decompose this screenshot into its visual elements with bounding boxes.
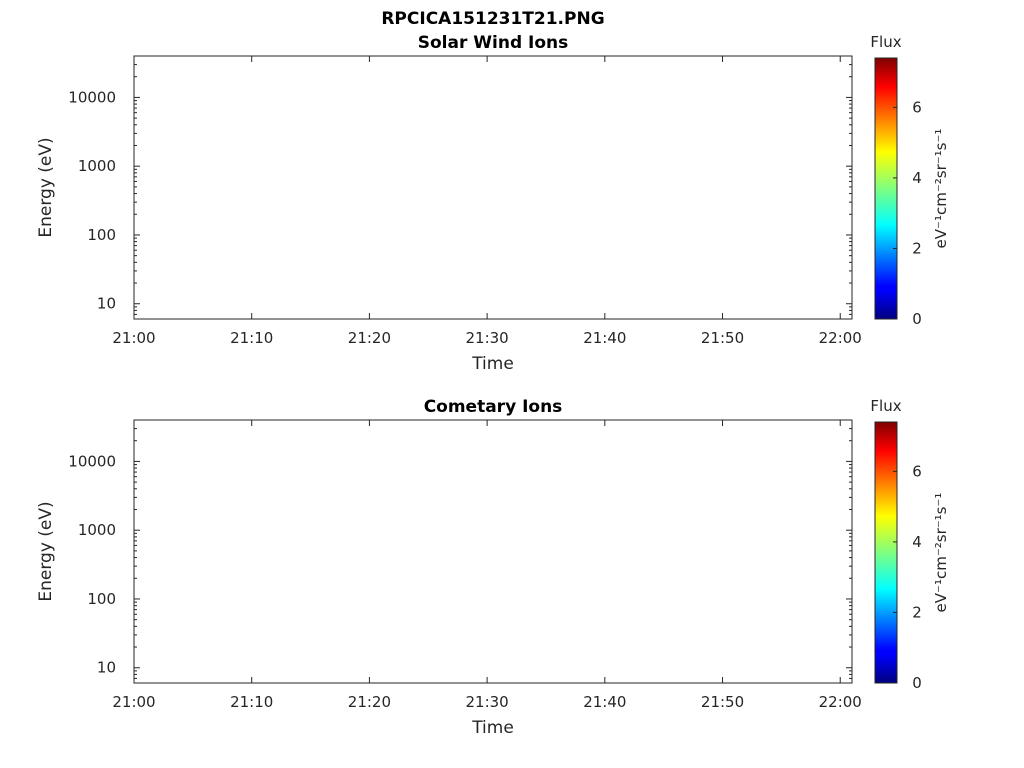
colorbar: [874, 421, 898, 684]
x-tick-label: 21:20: [348, 693, 391, 711]
plot-frame: [133, 419, 853, 684]
colorbar-tick-label: 0: [912, 310, 922, 328]
plot-frame: [133, 55, 853, 320]
colorbar-label: eV⁻¹cm⁻²sr⁻¹s⁻¹: [932, 493, 950, 613]
x-tick-label: 21:30: [465, 693, 508, 711]
x-tick-label: 21:50: [701, 329, 744, 347]
y-tick-label: 1000: [78, 157, 116, 175]
colorbar-tick-label: 2: [912, 239, 922, 257]
solar-wind-panel: Solar Wind Ions 21:00 21:10 21:20 21:30 21:40…: [36, 33, 950, 374]
colorbar-title: Flux: [870, 33, 901, 51]
y-tick-label: 10: [97, 659, 116, 677]
colorbar-tick-label: 4: [912, 169, 922, 187]
x-tick-label: 22:00: [819, 693, 862, 711]
y-tick-label: 10000: [68, 88, 116, 106]
x-tick-label: 21:10: [230, 329, 273, 347]
plot-area: [134, 56, 852, 319]
x-tick-label: 21:00: [112, 329, 155, 347]
y-tick-label: 10: [97, 295, 116, 313]
colorbar-tick-label: 2: [912, 603, 922, 621]
figure-title: RPCICA151231T21.PNG: [381, 9, 604, 29]
x-tick-label: 21:20: [348, 329, 391, 347]
y-axis-label: Energy (eV): [36, 137, 56, 237]
colorbar: [874, 57, 898, 320]
x-tick-label: 21:00: [112, 693, 155, 711]
colorbar-label: eV⁻¹cm⁻²sr⁻¹s⁻¹: [932, 129, 950, 249]
x-axis-label: Time: [471, 354, 514, 374]
y-tick-label: 10000: [68, 452, 116, 470]
colorbar-tick-label: 0: [912, 674, 922, 692]
y-tick-label: 1000: [78, 521, 116, 539]
colorbar-tick-label: 6: [912, 98, 922, 116]
x-tick-label: 21:40: [583, 329, 626, 347]
x-tick-label: 21:30: [465, 329, 508, 347]
x-tick-label: 21:40: [583, 693, 626, 711]
plot-area: [134, 420, 852, 683]
panel-title: Cometary Ions: [424, 397, 563, 417]
x-tick-label: 21:10: [230, 693, 273, 711]
colorbar-tick-label: 6: [912, 462, 922, 480]
panel-title: Solar Wind Ions: [418, 33, 569, 53]
y-tick-label: 100: [87, 590, 116, 608]
x-axis-label: Time: [471, 718, 514, 738]
colorbar-tick-label: 4: [912, 533, 922, 551]
y-axis-label: Energy (eV): [36, 501, 56, 601]
x-tick-label: 22:00: [819, 329, 862, 347]
colorbar-title: Flux: [870, 397, 901, 415]
x-tick-label: 21:50: [701, 693, 744, 711]
y-tick-label: 100: [87, 226, 116, 244]
